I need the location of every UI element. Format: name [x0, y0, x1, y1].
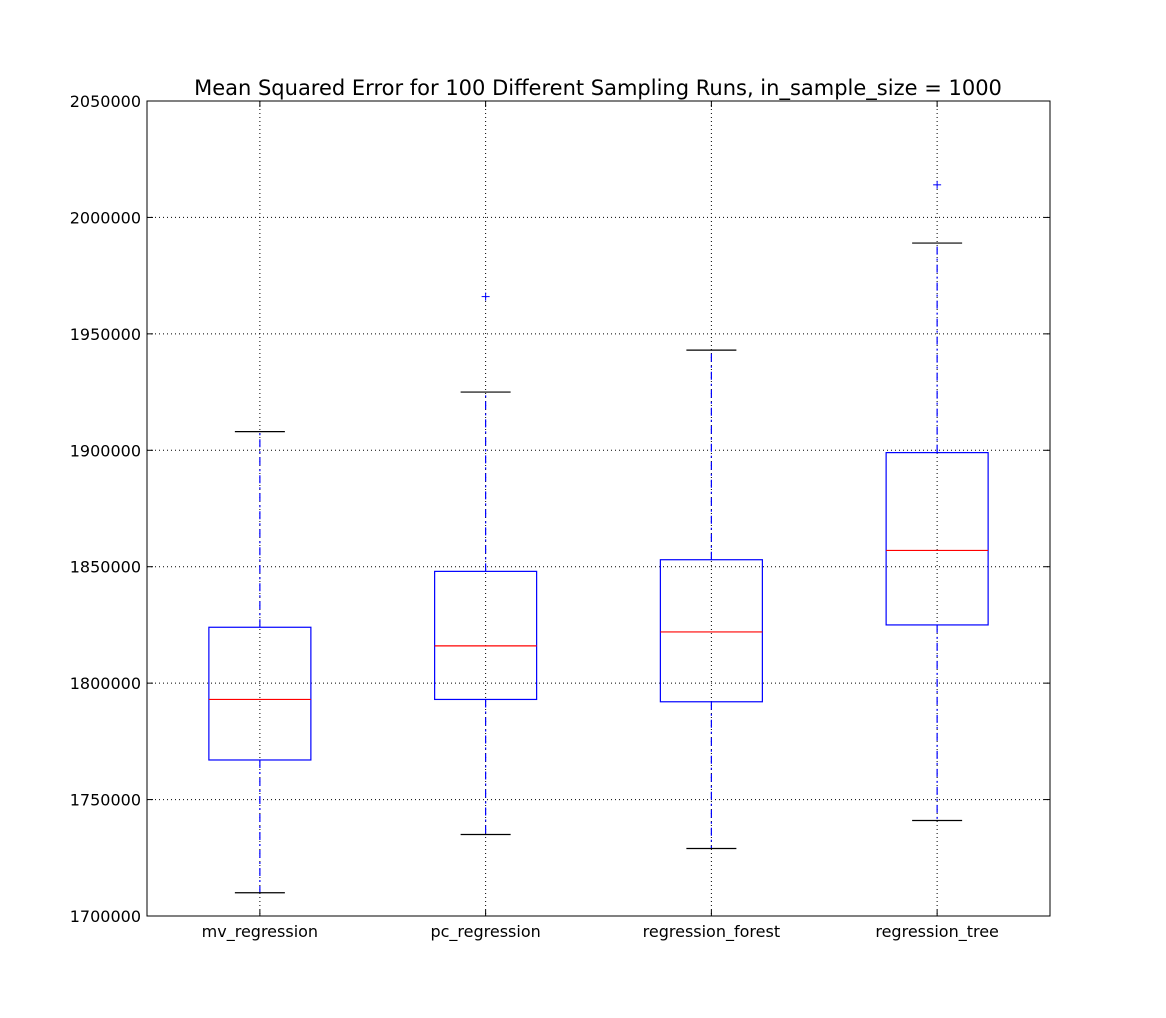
chart-title: Mean Squared Error for 100 Different Sam…: [194, 76, 1002, 101]
y-tick-label: 1850000: [70, 558, 141, 577]
y-tick-label: 2050000: [70, 92, 141, 111]
y-tick-label: 2000000: [70, 208, 141, 227]
iqr-box: [434, 570, 538, 701]
y-tick-label: 1800000: [70, 674, 141, 693]
iqr-box: [208, 626, 312, 761]
y-tick-label: 1750000: [70, 791, 141, 810]
box-regression_tree: [885, 180, 989, 822]
x-axis-ticks: mv_regression pc_regression regression_for…: [202, 101, 999, 942]
grid-lines: [147, 101, 1050, 916]
y-axis-ticks: 1700000 1750000 1800000 1850000 1900000 19500…: [70, 92, 1050, 926]
iqr-box: [885, 452, 989, 626]
outlier-point: [933, 180, 942, 189]
box-regression_forest: [659, 349, 763, 850]
box-mv_regression: [208, 431, 312, 894]
x-tick-label: mv_regression: [202, 922, 318, 942]
x-tick-label: regression_tree: [875, 922, 999, 942]
y-tick-label: 1700000: [70, 907, 141, 926]
plot-frame: [146, 100, 1051, 917]
box-pc_regression: [434, 292, 538, 836]
x-tick-label: pc_regression: [430, 922, 540, 942]
outlier-point: [481, 292, 490, 301]
y-tick-label: 1900000: [70, 441, 141, 460]
x-tick-label: regression_forest: [643, 922, 780, 942]
y-tick-label: 1950000: [70, 325, 141, 344]
iqr-box: [659, 559, 763, 703]
box-series: [208, 180, 989, 894]
